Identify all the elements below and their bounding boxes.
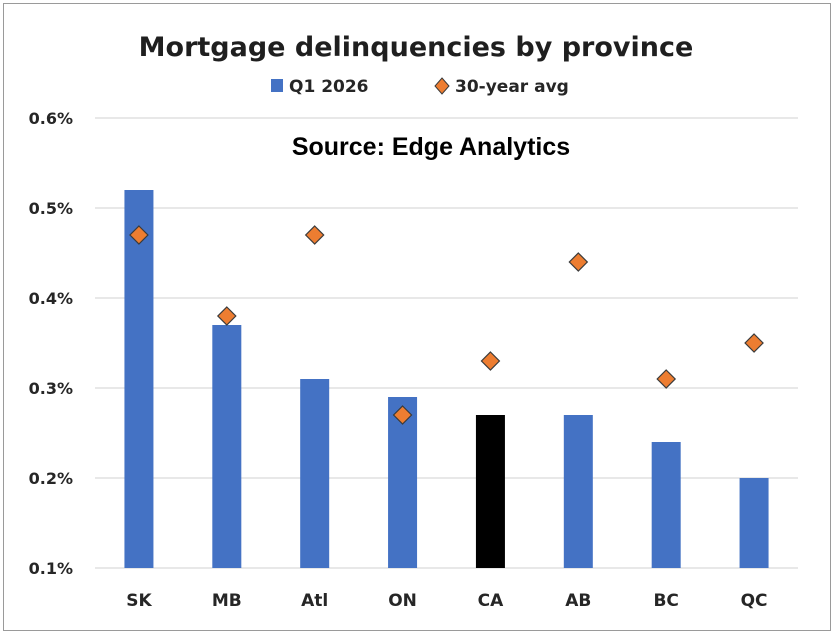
marker-atl [304,225,325,245]
bar-bc [651,442,681,568]
chart-title: Mortgage delinquencies by province [139,32,694,63]
legend-swatch-30-year-avg [434,77,450,95]
x-tick-label-bc: BC [653,591,678,611]
x-tick-label-ab: AB [565,591,591,611]
bar-mb [212,325,242,568]
y-tick-label: 0.6% [29,109,73,128]
marker-layer [129,225,764,425]
y-tick-label: 0.1% [29,559,73,578]
bar-sk [124,190,154,568]
y-tick-labels: 0.1% 0.2% 0.3% 0.4% 0.5% 0.6% [29,109,73,578]
marker-bc [656,369,677,389]
bar-on [388,397,418,568]
marker-sk [129,225,149,245]
x-tick-labels: SK MB Atl ON CA AB BC QC [126,591,767,611]
bar-qc [739,478,769,568]
legend-label-q1-2026: Q1 2026 [289,77,369,97]
x-tick-label-ca: CA [478,591,504,611]
source-annotation: Source: Edge Analytics [292,133,570,161]
marker-on [392,405,413,425]
x-tick-label-qc: QC [741,591,768,611]
x-tick-label-on: ON [388,591,417,611]
bar-layer [124,190,769,568]
bar-ab [563,415,593,568]
grid-layer [95,117,798,569]
y-tick-label: 0.3% [29,379,73,398]
x-tick-label-sk: SK [126,591,152,611]
bar-atl [300,379,330,568]
legend-swatch-q1-2026 [271,79,283,92]
x-tick-label-mb: MB [212,591,242,611]
y-tick-label: 0.5% [29,199,73,218]
legend: Q1 2026 30-year avg [271,77,569,97]
marker-mb [216,306,237,326]
x-tick-label-atl: Atl [301,591,328,611]
marker-ab [568,252,589,272]
marker-qc [744,333,764,353]
marker-ca [480,351,501,371]
legend-label-30-year-avg: 30-year avg [455,77,569,97]
bar-ca [475,415,505,568]
y-tick-label: 0.2% [29,469,73,488]
y-tick-label: 0.4% [29,289,73,308]
